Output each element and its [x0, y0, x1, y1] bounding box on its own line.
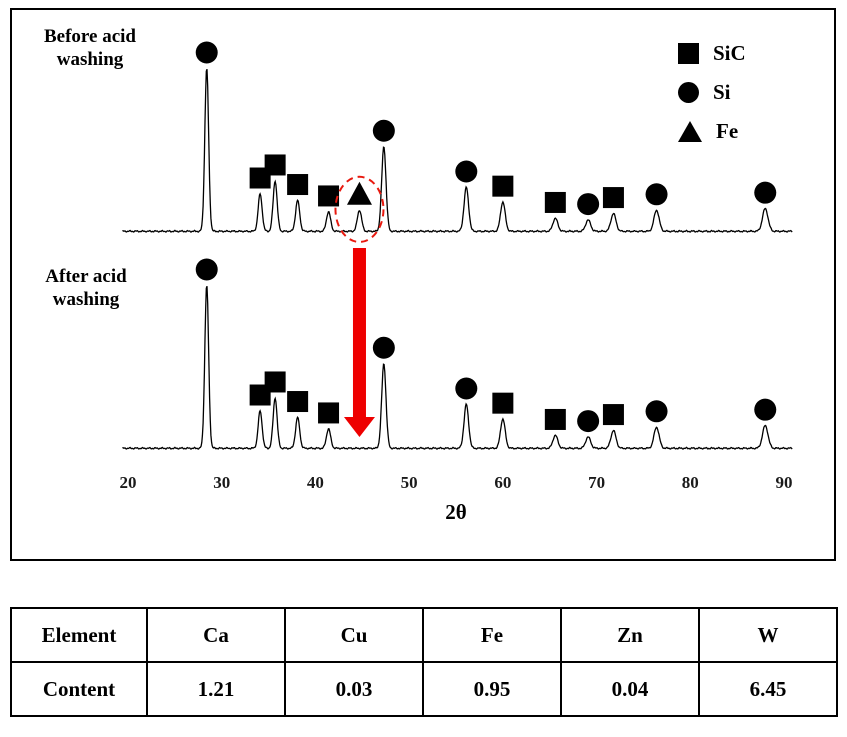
- after-acid-washing-label: After acid washing: [45, 266, 127, 310]
- x-tick-label: 30: [213, 473, 230, 492]
- sic-peak-marker: [264, 154, 286, 176]
- si-peak-marker: [645, 400, 668, 423]
- xrd-figure-panel: 20 30 40 50 60 70 80 90 2θ Before acid washing A…: [10, 8, 836, 561]
- fe-triangle-icon: [678, 121, 702, 142]
- si-peak-marker: [195, 258, 218, 281]
- si-peak-marker: [195, 41, 218, 64]
- table-header-cell: Ca: [146, 607, 286, 663]
- table-header-cell: Zn: [560, 607, 700, 663]
- x-tick-label: 40: [307, 473, 324, 492]
- table-value-cell: 1.21: [146, 661, 286, 717]
- legend-item-si: Si: [678, 73, 746, 112]
- si-peak-marker: [372, 336, 395, 359]
- table-value-cell: 6.45: [698, 661, 838, 717]
- xrd-trace-before: [122, 68, 793, 233]
- x-tick-label: 80: [682, 473, 699, 492]
- si-peak-marker: [577, 193, 600, 216]
- table-header-cell: Fe: [422, 607, 562, 663]
- fe-peak-highlight-ellipse: [334, 175, 385, 243]
- table-value-cell: 0.03: [284, 661, 424, 717]
- table-header-cell: Cu: [284, 607, 424, 663]
- table-value-cell: 0.95: [422, 661, 562, 717]
- sic-peak-marker: [287, 391, 309, 413]
- sic-peak-marker: [287, 174, 309, 196]
- si-peak-marker: [754, 398, 777, 421]
- sic-peak-marker: [318, 402, 340, 424]
- sic-square-icon: [678, 43, 699, 64]
- xrd-trace-after: [122, 285, 793, 450]
- x-axis-label: 2θ: [445, 500, 467, 524]
- fe-peak-marker: [346, 181, 372, 205]
- sic-peak-marker: [492, 392, 514, 414]
- legend-label-sic: SiC: [713, 41, 746, 65]
- table-header-cell: W: [698, 607, 838, 663]
- sic-peak-marker: [492, 175, 514, 197]
- si-peak-marker: [577, 410, 600, 433]
- chart-legend: SiC Si Fe: [678, 34, 746, 151]
- x-tick-label: 70: [588, 473, 605, 492]
- x-tick-label: 20: [120, 473, 137, 492]
- si-peak-marker: [372, 119, 395, 142]
- x-tick-label: 50: [401, 473, 418, 492]
- fe-removal-arrow: [343, 248, 375, 437]
- x-tick-label: 60: [494, 473, 511, 492]
- sic-peak-marker: [602, 404, 624, 426]
- sic-peak-marker: [264, 371, 286, 393]
- table-value-cell: Content: [10, 661, 148, 717]
- element-content-table: Element Ca Cu Fe Zn W Content 1.21 0.03 …: [10, 607, 838, 717]
- x-tick-label: 90: [776, 473, 793, 492]
- table-value-cell: 0.04: [560, 661, 700, 717]
- table-header-row: Element Ca Cu Fe Zn W: [10, 607, 838, 663]
- si-circle-icon: [678, 82, 699, 103]
- sic-peak-marker: [602, 187, 624, 209]
- legend-label-fe: Fe: [716, 119, 739, 143]
- before-acid-washing-label: Before acid washing: [44, 26, 136, 70]
- table-row: Content 1.21 0.03 0.95 0.04 6.45: [10, 661, 838, 717]
- legend-label-si: Si: [713, 80, 731, 104]
- legend-item-fe: Fe: [678, 112, 746, 151]
- xrd-chart: 20 30 40 50 60 70 80 90 2θ: [120, 41, 793, 524]
- table-header-cell: Element: [10, 607, 148, 663]
- si-peak-marker: [754, 181, 777, 204]
- legend-item-sic: SiC: [678, 34, 746, 73]
- sic-peak-marker: [318, 185, 340, 207]
- si-peak-marker: [455, 160, 478, 183]
- sic-peak-marker: [544, 408, 566, 430]
- si-peak-marker: [455, 377, 478, 400]
- si-peak-marker: [645, 183, 668, 206]
- sic-peak-marker: [544, 191, 566, 213]
